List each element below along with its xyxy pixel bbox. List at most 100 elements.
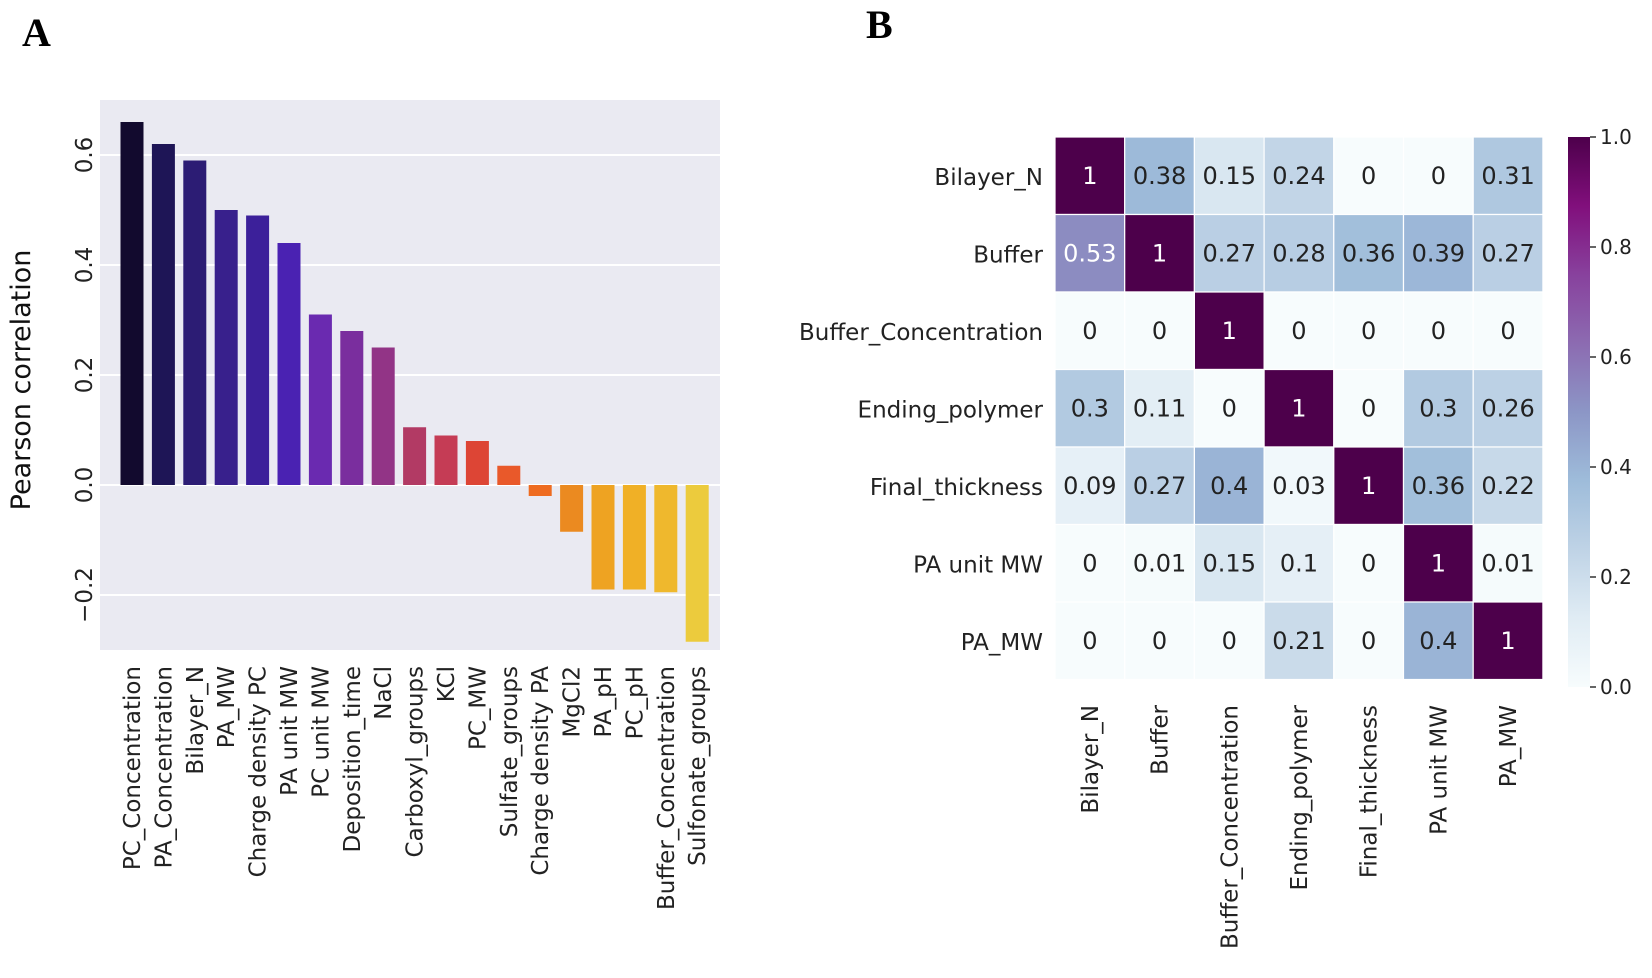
column-label: PA unit MW: [1426, 705, 1452, 835]
bar: [120, 122, 144, 485]
column-label: Bilayer_N: [1078, 705, 1104, 814]
heatmap-cell: [1263, 446, 1335, 526]
bar: [308, 314, 332, 485]
heatmap-cell: [1263, 368, 1335, 448]
cell-value-label: 0.27: [1133, 472, 1186, 500]
x-tick-labels: PC_Concentration PA_Concentration Bilayer_…: [120, 666, 711, 910]
bar: [465, 441, 489, 485]
bar: [560, 485, 584, 532]
heatmap-cell: [1402, 291, 1474, 371]
cell-value-label: 0: [1361, 627, 1376, 655]
heatmap-cell: [1333, 368, 1405, 448]
cell-value-label: 0: [1082, 317, 1097, 345]
x-tick-label: PA unit MW: [277, 666, 303, 796]
heatmap-cell: [1054, 523, 1126, 603]
row-label: Final_thickness: [870, 475, 1043, 501]
cell-value-label: 0.01: [1481, 549, 1534, 577]
column-labels: Bilayer_N Buffer Buffer_Concentration Endin…: [1078, 704, 1522, 949]
x-tick-label: PA_Concentration: [151, 666, 177, 868]
heatmap-cell: [1472, 136, 1544, 216]
cell-value-label: 0.09: [1063, 472, 1116, 500]
row-label: Ending_polymer: [858, 397, 1044, 423]
cell-value-label: 0.28: [1272, 239, 1325, 267]
heatmap-cells: 1 0.38 0.15 0.24 0 0 0.310.53 1 0.27 0.28 0.36 0.39…: [1054, 136, 1544, 681]
cell-value-label: 0: [1152, 627, 1167, 655]
heatmap-cell: [1472, 368, 1544, 448]
heatmap-cell: [1402, 368, 1474, 448]
x-tick-label: PA_MW: [214, 666, 240, 748]
x-tick-label: Carboxyl_groups: [403, 666, 429, 857]
x-tick-label: NaCl: [371, 666, 397, 720]
panel-label-a: A: [22, 10, 51, 55]
colorbar-tick-label: 0.2: [1600, 565, 1632, 589]
cell-value-label: 0.15: [1203, 549, 1256, 577]
heatmap-cell: [1472, 601, 1544, 681]
x-tick-label: MgCl2: [560, 666, 586, 738]
heatmap-cell: [1193, 213, 1265, 293]
colorbar-tick-label: 0.8: [1600, 235, 1632, 259]
cell-value-label: 0.03: [1272, 472, 1325, 500]
heatmap-cell: [1402, 601, 1474, 681]
heatmap-cell: [1333, 291, 1405, 371]
heatmap-cell: [1263, 136, 1335, 216]
bar: [371, 347, 395, 485]
x-tick-label: Sulfonate_groups: [685, 666, 711, 866]
y-tick-label: 0.6: [72, 137, 98, 174]
y-tick-label: 0.2: [72, 357, 98, 394]
heatmap-cell: [1472, 213, 1544, 293]
cell-value-label: 0.38: [1133, 162, 1186, 190]
cell-value-label: 1: [1082, 162, 1097, 190]
heatmap-cell: [1402, 213, 1474, 293]
colorbar-tick-label: 0.4: [1600, 455, 1632, 479]
heatmap-cell: [1263, 601, 1335, 681]
colorbar-ticks: 0.0 0.2 0.4 0.6 0.8 1.0: [1590, 125, 1632, 699]
row-label: Buffer_Concentration: [799, 320, 1043, 346]
cell-value-label: 0.24: [1272, 162, 1325, 190]
y-tick-label: 0.4: [72, 247, 98, 284]
bars: [120, 122, 709, 642]
x-tick-label: PC_pH: [622, 666, 648, 739]
x-tick-label: KCl: [434, 666, 460, 702]
cell-value-label: 0: [1222, 627, 1237, 655]
y-tick-label: −0.2: [72, 567, 98, 623]
bar: [246, 215, 270, 485]
bar: [214, 210, 238, 485]
bar: [340, 331, 364, 485]
heatmap-cell: [1054, 368, 1126, 448]
cell-value-label: 1: [1291, 394, 1306, 422]
heatmap-cell: [1263, 213, 1335, 293]
bar: [403, 427, 427, 485]
heatmap-cell: [1054, 136, 1126, 216]
y-axis-label: Pearson correlation: [6, 250, 37, 511]
cell-value-label: 0: [1152, 317, 1167, 345]
cell-value-label: 0.4: [1210, 472, 1248, 500]
cell-value-label: 0.3: [1419, 394, 1457, 422]
row-label: PA unit MW: [913, 552, 1043, 578]
heatmap-cell: [1193, 523, 1265, 603]
cell-value-label: 0: [1222, 394, 1237, 422]
x-tick-label: Charge density PC: [246, 666, 272, 877]
row-label: PA_MW: [961, 630, 1043, 656]
bar-chart-pearson: −0.2 0.0 0.2 0.4 0.6 PC_Concentration PA_Conc…: [6, 100, 720, 910]
column-label: PA_MW: [1496, 705, 1522, 787]
x-tick-label: PC_MW: [465, 666, 491, 750]
heatmap-cell: [1472, 523, 1544, 603]
cell-value-label: 0: [1082, 627, 1097, 655]
x-tick-label: PC_Concentration: [120, 666, 146, 870]
colorbar-tick-label: 0.0: [1600, 675, 1632, 699]
x-tick-label: Bilayer_N: [183, 666, 209, 775]
bar: [434, 435, 458, 485]
cell-value-label: 1: [1152, 239, 1167, 267]
bar: [183, 160, 207, 485]
x-tick-label: Buffer_Concentration: [654, 666, 680, 910]
row-labels: Bilayer_N Buffer Buffer_Concentration Endin…: [799, 165, 1044, 656]
column-label: Ending_polymer: [1287, 704, 1313, 890]
cell-value-label: 0: [1361, 394, 1376, 422]
y-tick-labels: −0.2 0.0 0.2 0.4 0.6: [72, 137, 98, 623]
column-label: Final_thickness: [1357, 705, 1383, 878]
cell-value-label: 0.53: [1063, 239, 1116, 267]
heatmap-correlation: 1 0.38 0.15 0.24 0 0 0.310.53 1 0.27 0.28 0.36 0.39…: [799, 125, 1632, 949]
cell-value-label: 0.26: [1481, 394, 1534, 422]
cell-value-label: 0.01: [1133, 549, 1186, 577]
